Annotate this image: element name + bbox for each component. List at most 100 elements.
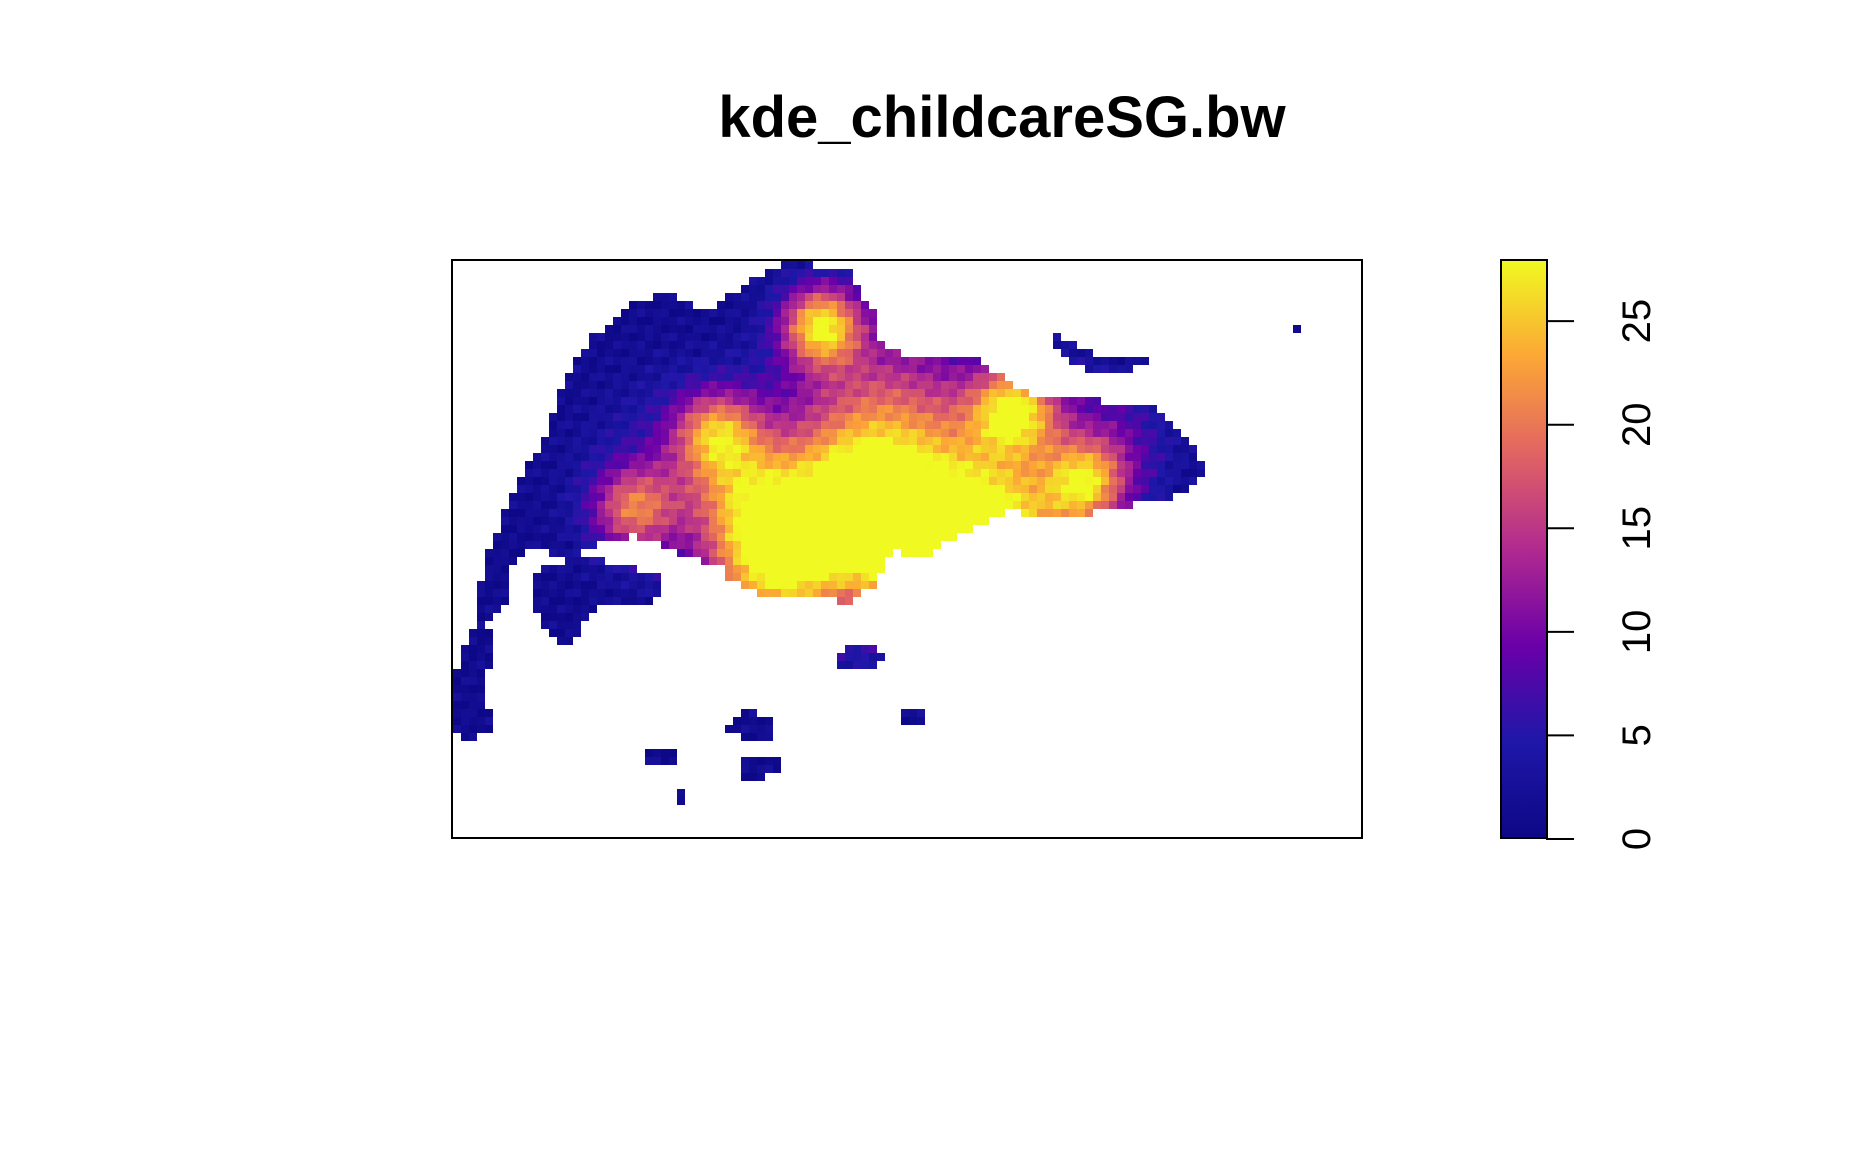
density-cell [613,349,621,357]
density-cell [885,365,893,373]
density-cell [477,653,485,661]
density-cell [813,589,821,597]
density-cell [565,461,573,469]
density-cell [933,501,941,509]
density-cell [565,437,573,445]
density-cell [781,445,789,453]
density-cell [589,605,597,613]
density-cell [821,341,829,349]
density-cell [909,493,917,501]
density-cell [1053,477,1061,485]
density-cell [861,533,869,541]
density-cell [837,317,845,325]
density-cell [669,453,677,461]
density-cell [741,773,749,781]
density-cell [845,381,853,389]
density-cell [853,485,861,493]
density-cell [629,309,637,317]
density-cell [925,397,933,405]
density-cell [1029,477,1037,485]
density-cell [1197,461,1205,469]
density-cell [1013,501,1021,509]
density-cell [557,477,565,485]
density-cell [997,485,1005,493]
density-cell [741,733,749,741]
density-cell [861,309,869,317]
density-cell [917,437,925,445]
density-cell [853,525,861,533]
density-cell [781,373,789,381]
density-cell [741,501,749,509]
density-cell [1005,493,1013,501]
density-cell [933,429,941,437]
density-cell [589,509,597,517]
density-cell [757,589,765,597]
density-cell [653,573,661,581]
density-cell [837,333,845,341]
density-cell [1053,509,1061,517]
density-cell [909,413,917,421]
density-cell [741,349,749,357]
density-cell [565,381,573,389]
density-cell [1141,493,1149,501]
density-cell [637,357,645,365]
density-cell [845,477,853,485]
density-cell [981,381,989,389]
density-cell [1005,381,1013,389]
density-cell [981,365,989,373]
density-cell [741,341,749,349]
density-cell [701,365,709,373]
density-cell [989,445,997,453]
density-cell [997,437,1005,445]
density-cell [525,541,533,549]
density-cell [869,645,877,653]
density-cell [629,501,637,509]
density-cell [1037,493,1045,501]
density-cell [773,589,781,597]
density-cell [733,381,741,389]
density-cell [597,517,605,525]
density-cell [821,333,829,341]
density-cell [629,581,637,589]
density-cell [605,525,613,533]
density-cell [861,645,869,653]
density-cell [1045,485,1053,493]
density-cell [645,405,653,413]
density-cell [1021,461,1029,469]
density-cell [797,373,805,381]
density-cell [469,717,477,725]
density-cell [941,437,949,445]
density-cell [965,373,973,381]
density-cell [677,533,685,541]
density-cell [949,437,957,445]
density-cell [861,565,869,573]
density-cell [669,389,677,397]
density-cell [797,549,805,557]
density-cell [1085,397,1093,405]
density-cell [677,373,685,381]
density-cell [629,397,637,405]
density-cell [605,373,613,381]
density-cell [629,381,637,389]
density-cell [949,477,957,485]
density-cell [925,493,933,501]
density-cell [661,405,669,413]
density-cell [709,501,717,509]
density-cell [1061,493,1069,501]
density-cell [461,661,469,669]
density-cell [973,453,981,461]
density-cell [725,381,733,389]
density-cell [549,597,557,605]
density-cell [925,413,933,421]
density-cell [781,469,789,477]
density-cell [1109,429,1117,437]
density-cell [1093,477,1101,485]
density-cell [693,381,701,389]
density-cell [965,397,973,405]
density-cell [909,445,917,453]
density-cell [957,357,965,365]
density-cell [613,325,621,333]
density-cell [629,453,637,461]
density-cell [477,661,485,669]
density-cell [789,541,797,549]
